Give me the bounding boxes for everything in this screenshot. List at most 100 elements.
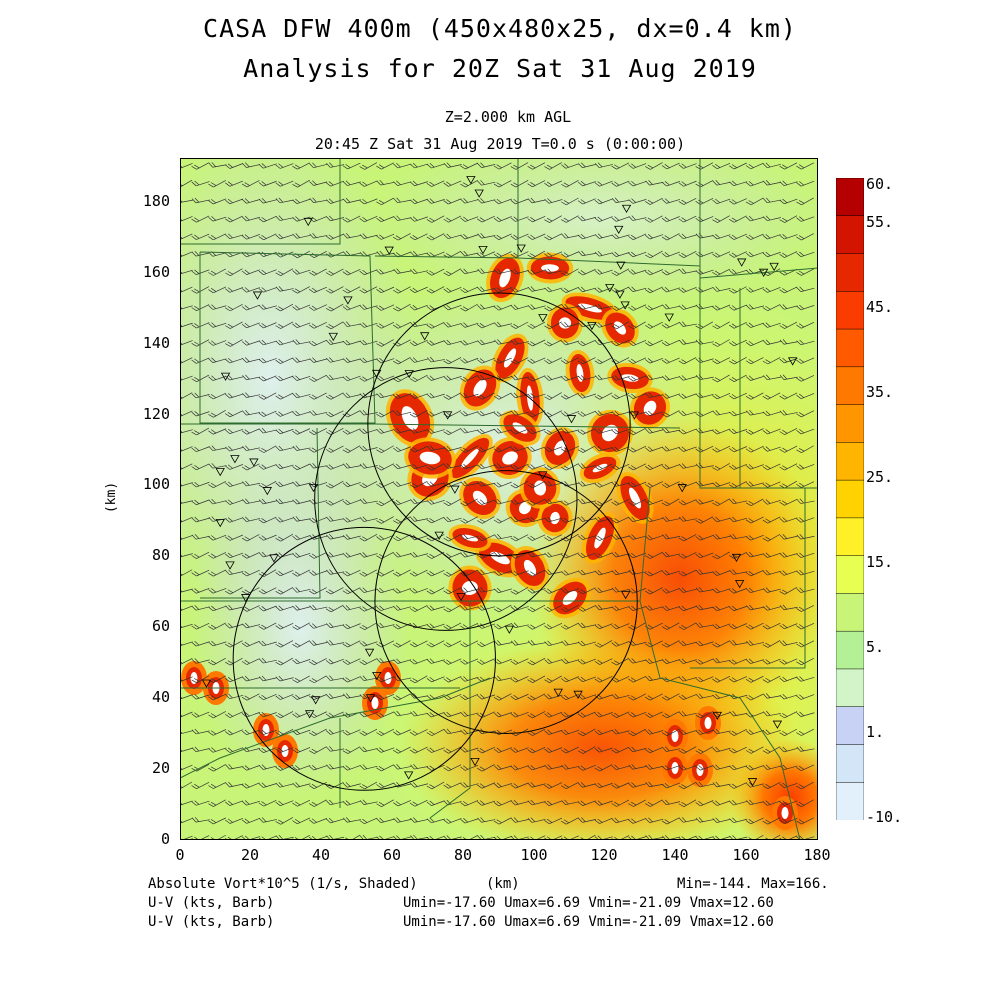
wind-barb	[544, 162, 562, 170]
barb-description-1: U-V (kts, Barb)	[148, 895, 275, 911]
storm-cell	[459, 476, 501, 520]
wind-barb	[292, 286, 310, 294]
wind-barb	[309, 268, 327, 276]
wind-barb	[359, 180, 378, 187]
wind-barb	[544, 286, 563, 293]
wind-barb	[745, 251, 764, 258]
wind-barb	[410, 268, 429, 275]
wind-barb	[611, 251, 630, 257]
wind-barb	[325, 233, 344, 240]
wind-barb	[611, 180, 630, 187]
barb-range-2: Umin=-17.60 Umax=6.69 Vmin=-21.09 Vmax=1…	[403, 914, 774, 930]
wind-barb	[309, 180, 328, 186]
wind-barb	[779, 251, 798, 258]
wind-barb	[292, 162, 310, 170]
x-tick-label: 0	[175, 846, 185, 864]
x-axis-unit: (km)	[486, 876, 520, 892]
wind-barb	[443, 268, 462, 276]
wind-barb	[292, 198, 311, 205]
wind-barb	[544, 180, 563, 187]
colorbar-swatch	[836, 215, 864, 255]
wind-barb	[493, 287, 512, 293]
wind-barb	[527, 286, 546, 292]
wind-barb	[577, 233, 596, 240]
wind-barb	[712, 198, 731, 205]
wind-barb	[628, 163, 647, 169]
wind-barb	[393, 197, 412, 204]
wind-barb	[292, 269, 311, 275]
wind-barb	[645, 286, 663, 294]
wind-barb	[426, 215, 445, 223]
wind-barb	[729, 233, 747, 240]
colorbar-label: 1.	[866, 723, 885, 741]
wind-barb	[292, 216, 311, 222]
wind-barb	[678, 197, 697, 205]
wind-barb	[342, 286, 361, 294]
wind-barb	[712, 268, 730, 276]
wind-barb	[561, 303, 580, 310]
wind-barb	[258, 163, 277, 169]
wind-barb	[426, 198, 445, 204]
wind-barb	[208, 198, 227, 205]
wind-barb	[376, 179, 395, 186]
wind-barb	[628, 181, 647, 187]
wind-barb	[745, 180, 764, 187]
wind-barb	[779, 162, 798, 170]
x-tick-label: 160	[732, 846, 760, 864]
wind-barb	[729, 162, 747, 170]
wind-barb	[410, 250, 429, 257]
barb-range-1: Umin=-17.60 Umax=6.69 Vmin=-21.09 Vmax=1…	[403, 895, 774, 911]
wind-barb	[275, 233, 294, 240]
wind-barb	[645, 233, 664, 240]
wind-barb	[208, 162, 227, 168]
colorbar-swatch	[836, 479, 864, 519]
wind-barb	[460, 303, 478, 312]
wind-barb	[745, 162, 764, 170]
wind-barb	[611, 216, 630, 222]
wind-barb	[561, 233, 580, 239]
wind-barb	[611, 233, 630, 240]
colorbar-label: 35.	[866, 383, 894, 401]
storm-cell	[375, 661, 401, 695]
wind-barb	[342, 233, 361, 239]
wind-barb	[208, 180, 226, 188]
wind-barb	[225, 163, 244, 169]
wind-barb	[561, 179, 579, 188]
wind-barb	[426, 286, 445, 294]
wind-barb	[762, 286, 781, 293]
x-tick-label: 80	[453, 846, 473, 864]
wind-barb	[275, 197, 294, 204]
wind-barb	[376, 216, 395, 223]
storm-cell	[616, 472, 654, 524]
wind-barb	[191, 286, 210, 294]
wind-barb	[695, 287, 714, 293]
wind-barb	[645, 215, 663, 223]
wind-barb	[477, 198, 496, 204]
storm-cell	[601, 308, 639, 348]
storm-cell	[695, 706, 721, 740]
wind-barb	[409, 216, 428, 222]
storm-cell	[486, 253, 524, 303]
wind-barb	[661, 287, 680, 293]
wind-barb	[493, 162, 512, 170]
y-tick-label: 160	[142, 263, 170, 281]
wind-barb	[241, 234, 260, 240]
wind-barb	[477, 268, 496, 274]
wind-barb	[443, 233, 462, 240]
storm-cell	[447, 434, 493, 482]
wind-barb	[527, 269, 546, 275]
title-line2: Analysis for 20Z Sat 31 Aug 2019	[243, 54, 757, 83]
wind-barb	[309, 304, 327, 311]
colorbar-swatch	[836, 328, 864, 368]
wind-barb	[779, 234, 798, 240]
storm-cell	[662, 751, 688, 785]
wind-barb	[645, 269, 663, 276]
wind-barb	[745, 197, 764, 206]
wind-barb	[460, 233, 479, 240]
y-tick-label: 60	[151, 617, 170, 635]
wind-barb	[796, 197, 814, 206]
wind-barbs	[180, 162, 815, 840]
wind-barb	[460, 162, 479, 170]
wind-barb	[729, 215, 747, 223]
colorbar-swatch	[836, 668, 864, 708]
